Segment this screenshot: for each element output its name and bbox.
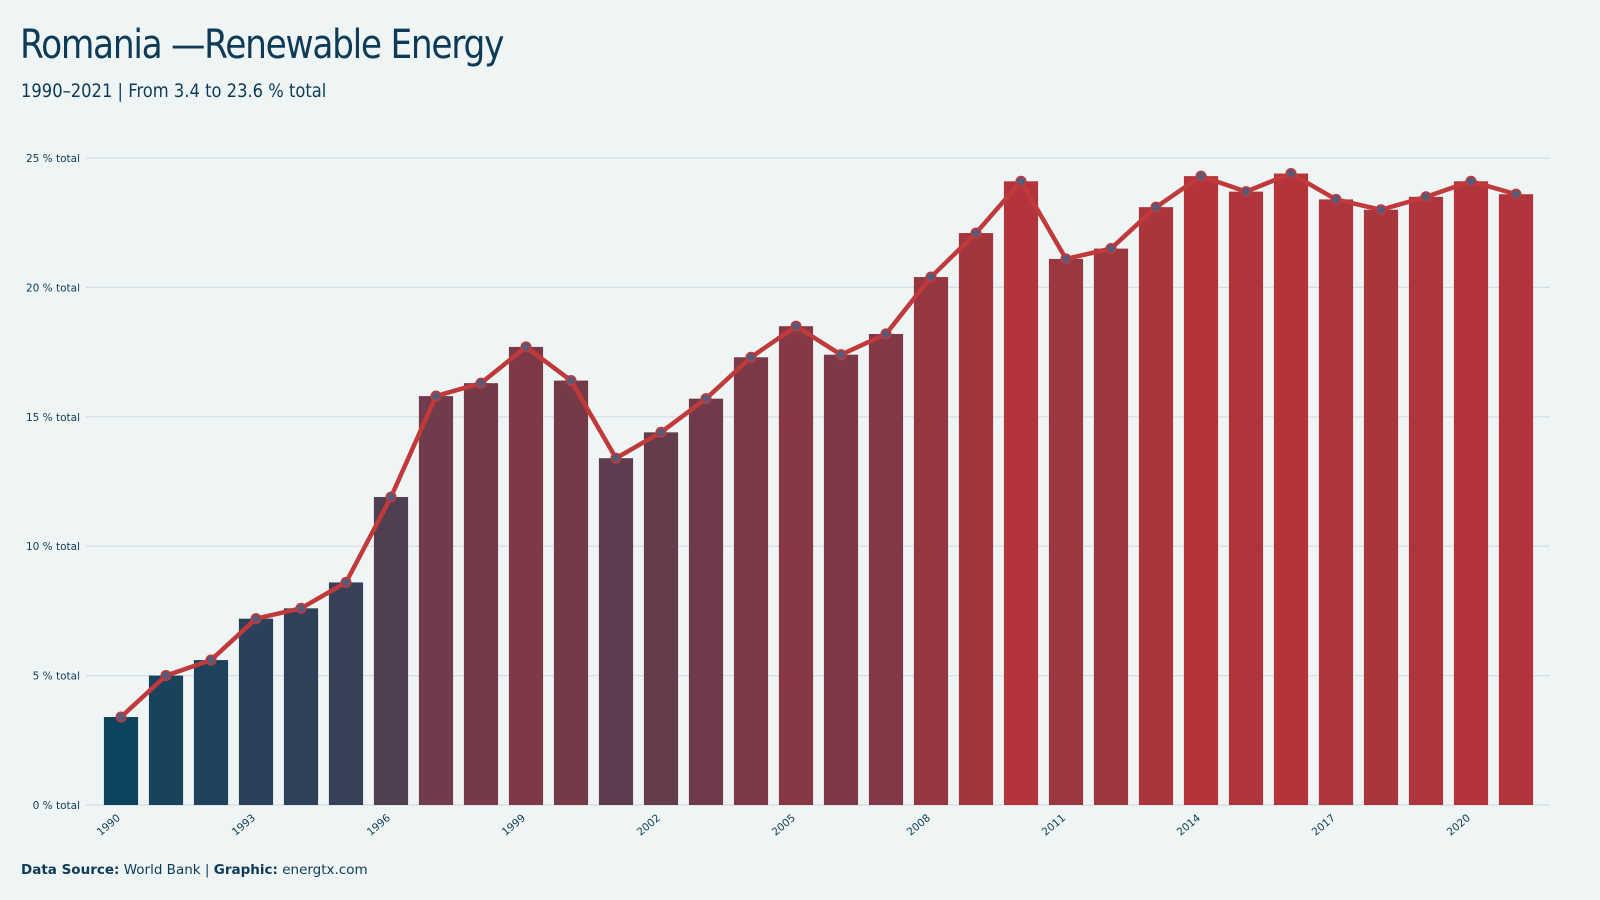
data-point xyxy=(520,341,532,353)
bar xyxy=(373,497,409,805)
y-tick-label: 15 % total xyxy=(26,412,80,424)
bar xyxy=(1453,181,1489,806)
bar xyxy=(688,398,724,805)
bar xyxy=(553,380,589,805)
bar xyxy=(1093,248,1129,805)
data-point xyxy=(1015,175,1027,187)
x-tick-label: 2008 xyxy=(905,812,933,838)
source-label: Data Source: xyxy=(21,862,120,878)
data-point xyxy=(1060,253,1072,265)
data-point xyxy=(1465,175,1477,187)
bar xyxy=(958,233,994,805)
footer-separator: | xyxy=(204,862,210,878)
bar xyxy=(1273,173,1309,805)
data-point xyxy=(295,602,307,614)
graphic-value: energtx.com xyxy=(282,862,368,878)
bar xyxy=(193,660,229,805)
bar xyxy=(733,357,769,805)
bar xyxy=(868,333,904,805)
data-point xyxy=(385,491,397,503)
bar xyxy=(1003,181,1039,806)
bar xyxy=(1228,191,1264,806)
series-line xyxy=(119,171,1517,719)
data-point xyxy=(1330,193,1342,205)
bar xyxy=(418,396,454,805)
data-point xyxy=(835,349,847,361)
x-tick-label: 2002 xyxy=(635,812,663,838)
y-tick-label: 20 % total xyxy=(26,282,80,294)
data-point xyxy=(475,377,487,389)
bar xyxy=(328,582,364,805)
x-tick-label: 2011 xyxy=(1040,812,1068,838)
bar xyxy=(508,346,544,805)
data-point xyxy=(1375,204,1387,216)
y-tick-label: 0 % total xyxy=(33,800,80,812)
bar xyxy=(823,354,859,805)
x-tick-label: 2020 xyxy=(1445,812,1473,838)
bar xyxy=(463,383,499,805)
footer-credits: Data Source: World Bank | Graphic: energ… xyxy=(21,862,368,878)
data-point xyxy=(610,452,622,464)
bar xyxy=(238,618,274,805)
bar xyxy=(1363,209,1399,805)
data-point xyxy=(205,654,217,666)
data-point xyxy=(1105,243,1117,255)
bar xyxy=(643,432,679,805)
data-point xyxy=(1240,186,1252,198)
y-tick-label: 10 % total xyxy=(26,541,80,553)
data-point xyxy=(790,320,802,332)
data-point xyxy=(1195,170,1207,182)
data-point xyxy=(565,375,577,387)
bar xyxy=(778,326,814,805)
bar xyxy=(283,608,319,805)
data-point xyxy=(1285,167,1297,180)
chart-subtitle: 1990–2021 | From 3.4 to 23.6 % total xyxy=(21,80,327,102)
graphic-label: Graphic: xyxy=(213,862,278,878)
x-tick-label: 1999 xyxy=(500,812,528,838)
data-point xyxy=(880,328,892,340)
data-point xyxy=(925,271,937,283)
data-point xyxy=(340,576,352,588)
x-tick-label: 1996 xyxy=(365,812,393,839)
data-point xyxy=(160,670,172,682)
chart-title: Romania —Renewable Energy xyxy=(20,22,504,68)
x-tick-label: 1990 xyxy=(95,812,123,838)
x-tick-label: 2005 xyxy=(770,812,798,838)
bar xyxy=(1048,258,1084,805)
data-point xyxy=(115,711,127,723)
x-tick-label: 1993 xyxy=(230,812,258,838)
x-tick-label: 2017 xyxy=(1310,812,1338,838)
source-value: World Bank xyxy=(123,862,201,878)
data-point xyxy=(430,390,442,402)
data-point xyxy=(1510,188,1522,200)
data-point xyxy=(655,426,667,438)
data-point xyxy=(1150,201,1162,213)
data-point xyxy=(700,393,712,405)
bar xyxy=(598,458,634,805)
bar xyxy=(103,717,139,805)
data-point xyxy=(970,227,982,239)
bar xyxy=(1498,194,1534,805)
bar xyxy=(1183,176,1219,806)
y-tick-label: 5 % total xyxy=(33,671,80,683)
bar xyxy=(913,277,949,806)
x-tick-label: 2014 xyxy=(1175,812,1203,839)
bar xyxy=(1138,207,1174,805)
y-tick-label: 25 % total xyxy=(26,153,80,165)
data-point xyxy=(1420,191,1432,203)
data-point xyxy=(745,351,757,363)
bar xyxy=(1408,196,1444,805)
bar xyxy=(148,675,184,805)
bar xyxy=(1318,199,1354,805)
data-point xyxy=(250,613,262,625)
